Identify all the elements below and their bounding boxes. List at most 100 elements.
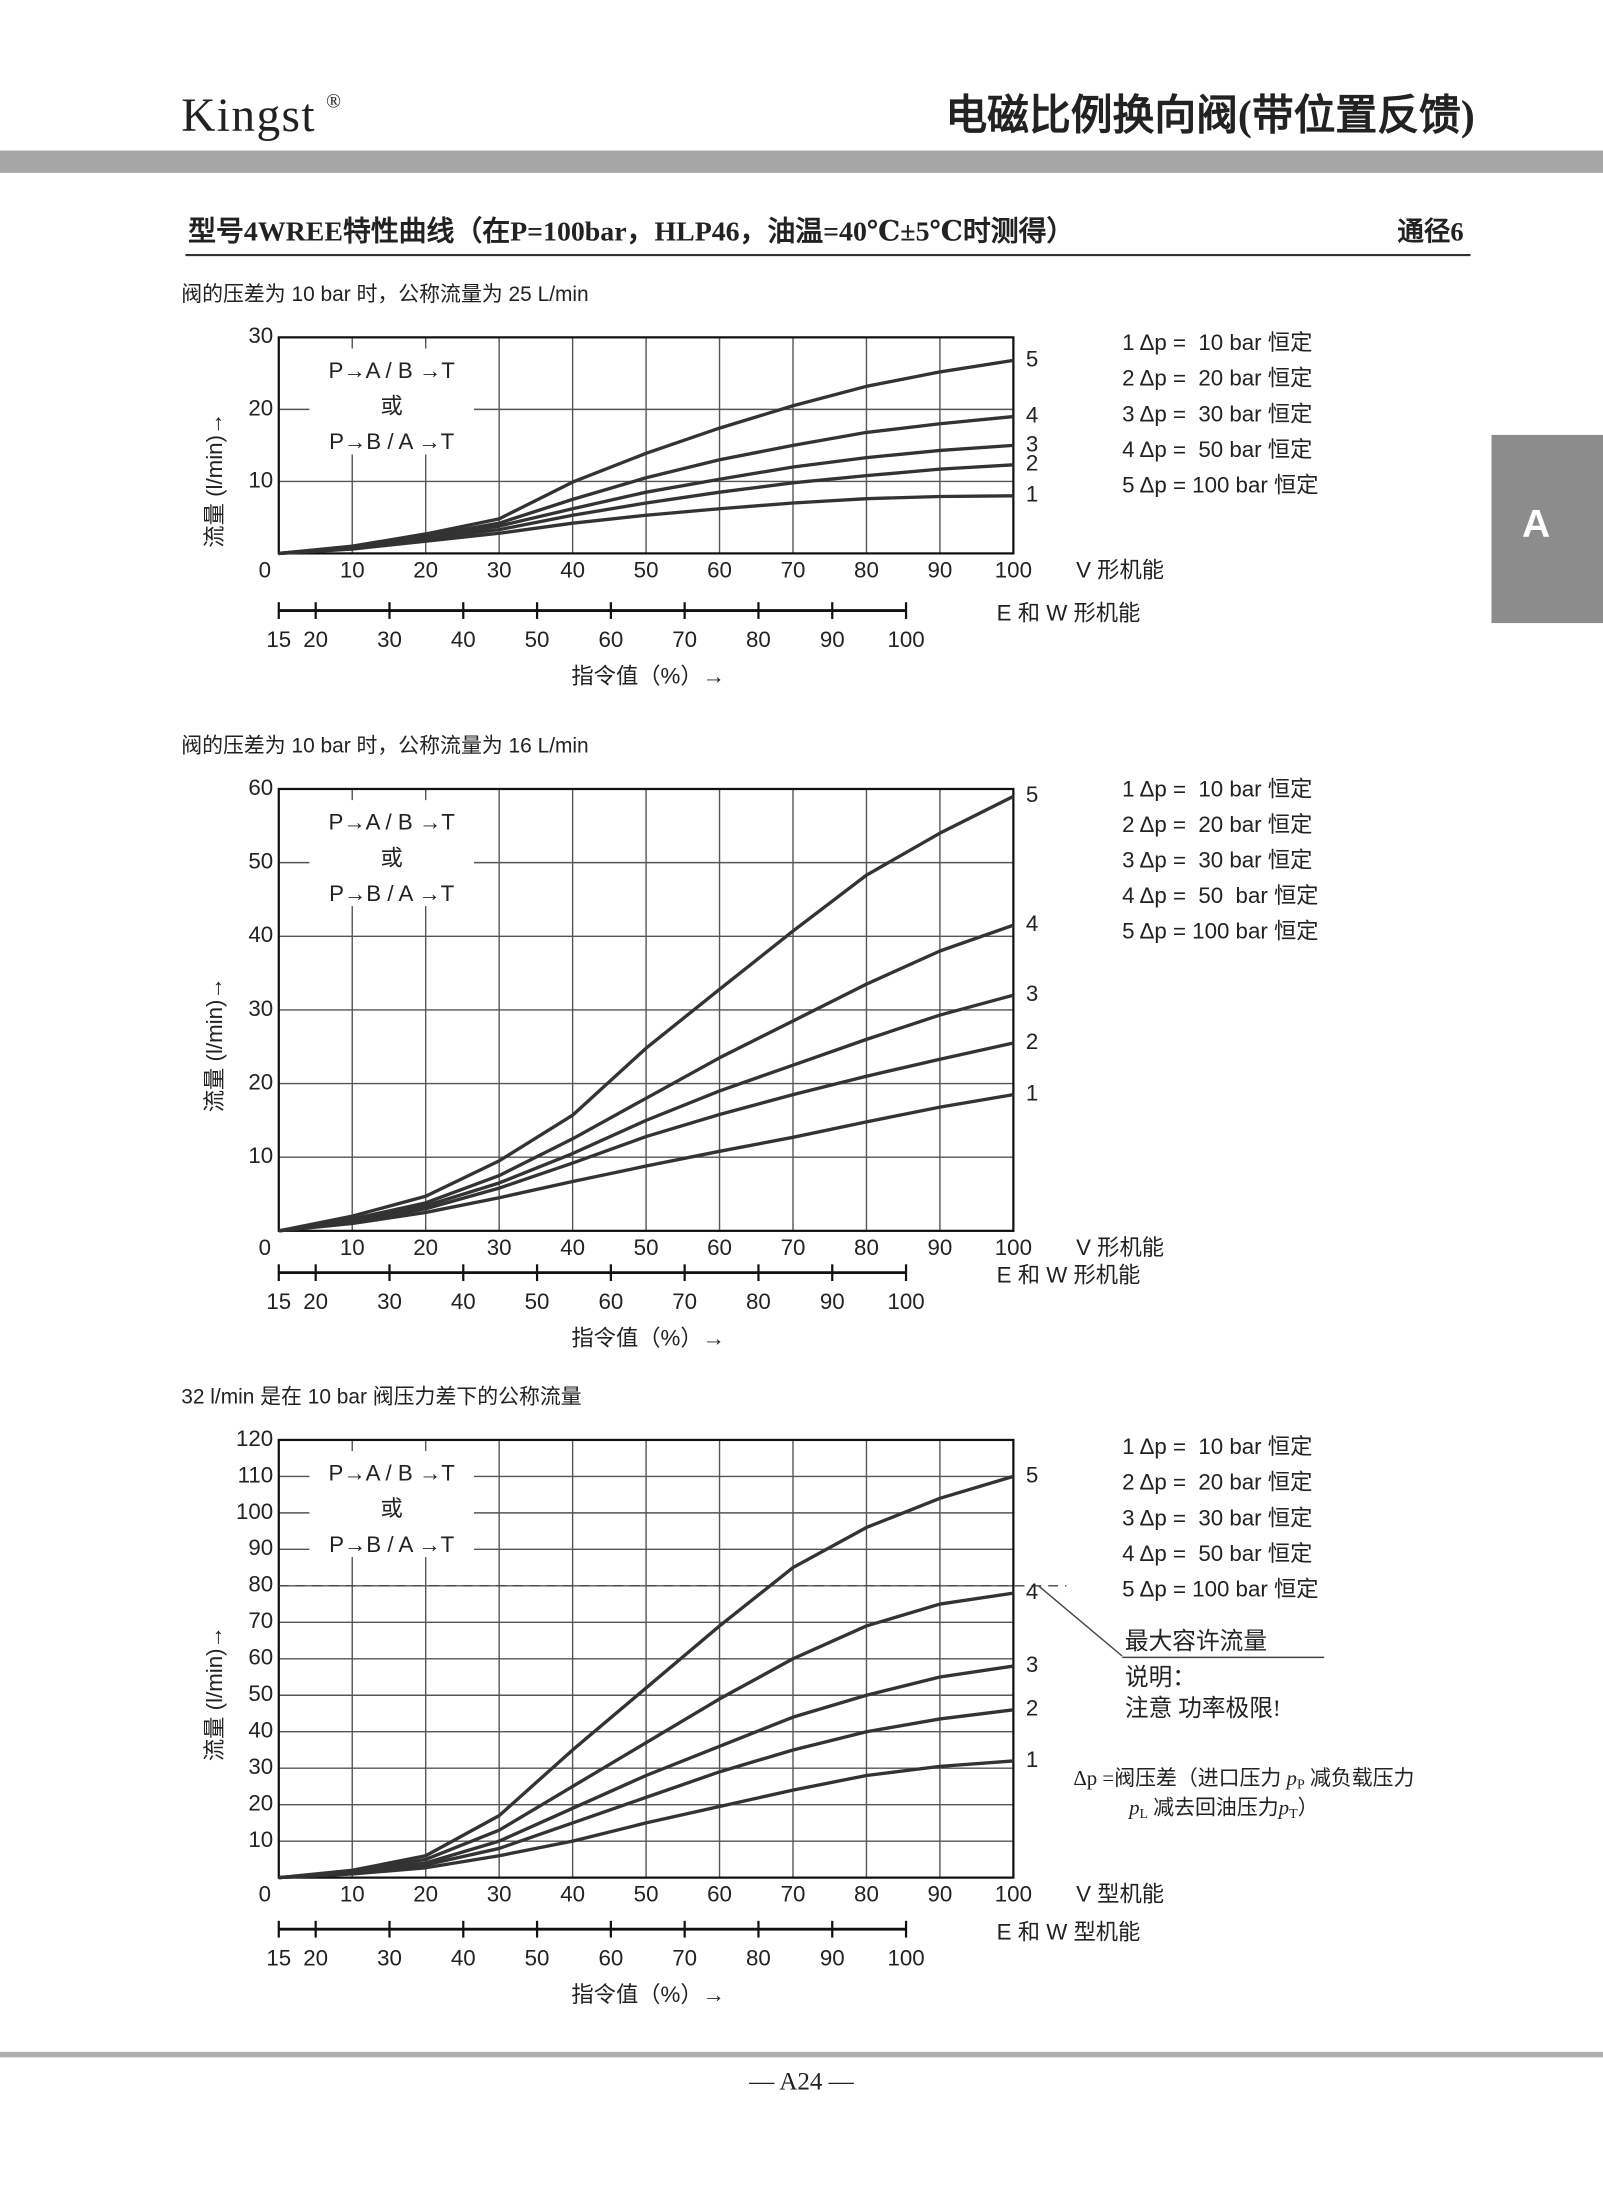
x2-tick-label: 20 xyxy=(303,1946,328,1971)
x2-axis-label: E 和 W 型机能 xyxy=(997,1919,1141,1944)
x-tick-label: 10 xyxy=(340,557,365,582)
x-tick-label: 10 xyxy=(340,1235,365,1260)
x-tick-label: 30 xyxy=(487,1235,512,1260)
x2-tick-label: 90 xyxy=(820,1289,845,1314)
y-tick-label: 0 xyxy=(259,1235,271,1260)
legend-entry: 5 Δp = 100 bar 恒定 xyxy=(1122,1576,1318,1601)
x2-tick-label: 30 xyxy=(377,1289,402,1314)
x-tick-label: 90 xyxy=(928,557,953,582)
x-tick-label: 40 xyxy=(560,557,585,582)
y-tick-label: 40 xyxy=(248,922,273,947)
definition-part: p xyxy=(1285,1766,1297,1790)
x2-tick-label: 70 xyxy=(672,627,697,652)
legend-entry: 3 Δp = 30 bar 恒定 xyxy=(1122,401,1312,426)
x2-axis-label: E 和 W 形机能 xyxy=(997,1263,1141,1288)
x-axis-label: V 形机能 xyxy=(1076,1235,1164,1260)
definition-part: 减去回油压力 xyxy=(1148,1795,1279,1819)
page-number: — A24 — xyxy=(748,2069,854,2096)
y-tick-label: 60 xyxy=(248,775,273,800)
x-axis-label: V 形机能 xyxy=(1076,557,1164,582)
note: 注意 功率极限! xyxy=(1125,1695,1281,1722)
curve xyxy=(278,1591,1014,1880)
y-tick-label: 80 xyxy=(248,1572,273,1597)
x2-tick-label: 15 xyxy=(266,1946,291,1971)
curve xyxy=(278,794,1015,1233)
legend-entry: 1 Δp = 10 bar 恒定 xyxy=(1122,330,1312,355)
x-tick-label: 60 xyxy=(707,1235,732,1260)
x-tick-label: 100 xyxy=(995,1235,1032,1260)
inset-text: P→A / B →T xyxy=(328,810,455,835)
x-tick-label: 70 xyxy=(781,1882,806,1907)
y-tick-label: 60 xyxy=(248,1645,273,1670)
x-tick-label: 20 xyxy=(413,1235,438,1260)
legend-entry: 3 Δp = 30 bar 恒定 xyxy=(1122,1505,1312,1530)
y-tick-label: 30 xyxy=(248,996,273,1021)
legend-entry: 4 Δp = 50 bar 恒定 xyxy=(1122,883,1318,908)
chart-subtitle: 32 l/min 是在 10 bar 阀压力差下的公称流量 xyxy=(181,1386,581,1409)
curve-label: 4 xyxy=(1026,911,1038,936)
curve-label: 3 xyxy=(1026,1652,1038,1677)
x2-tick-label: 50 xyxy=(525,1946,550,1971)
y-tick-label: 10 xyxy=(248,467,273,492)
legend-entry: 4 Δp = 50 bar 恒定 xyxy=(1122,437,1312,462)
y-tick-label: 0 xyxy=(259,557,271,582)
curve-label: 1 xyxy=(1026,1747,1038,1772)
definition-part: p xyxy=(1277,1795,1289,1819)
x-tick-label: 60 xyxy=(707,557,732,582)
x-tick-label: 30 xyxy=(487,1882,512,1907)
curve-label: 4 xyxy=(1026,402,1038,427)
plot-frame xyxy=(277,1438,1015,1879)
inset-text: P→B / A →T xyxy=(329,429,455,454)
x-tick-label: 80 xyxy=(854,557,879,582)
x-tick-label: 100 xyxy=(995,1882,1032,1907)
x2-tick-label: 15 xyxy=(266,1289,291,1314)
side-tab[interactable] xyxy=(1491,434,1603,624)
x2-tick-label: 50 xyxy=(525,627,550,652)
y-axis-label: 流量 (l/min)→ xyxy=(202,1626,227,1761)
y-tick-label: 110 xyxy=(238,1462,274,1487)
x2-tick-label: 60 xyxy=(598,1289,623,1314)
definition-part: L xyxy=(1140,1807,1149,1822)
y-tick-label: 30 xyxy=(248,323,273,348)
side-tab-label[interactable]: A xyxy=(1522,503,1550,546)
section-size: 通径6 xyxy=(1397,216,1463,246)
x-tick-label: 40 xyxy=(560,1882,585,1907)
y-axis-label: 流量 (l/min)→ xyxy=(202,413,227,548)
x-tick-label: 90 xyxy=(928,1235,953,1260)
x2-tick-label: 80 xyxy=(746,1946,771,1971)
legend-entry: 1 Δp = 10 bar 恒定 xyxy=(1122,776,1312,801)
curve xyxy=(278,1664,1014,1880)
x2-tick-label: 40 xyxy=(451,627,476,652)
y-tick-label: 10 xyxy=(248,1143,273,1168)
x-axis-label: V 型机能 xyxy=(1076,1882,1164,1907)
definition-part: P xyxy=(1297,1778,1305,1793)
x2-tick-label: 60 xyxy=(598,1946,623,1971)
inset-box xyxy=(309,1451,474,1558)
legend-entry: 4 Δp = 50 bar 恒定 xyxy=(1122,1541,1312,1566)
section-title: 型号4WREE特性曲线（在P=100bar，HLP46，油温=40℃±5℃时测得… xyxy=(188,215,1074,248)
command-label: 指令值（%）→ xyxy=(571,1325,725,1350)
y-tick-label: 120 xyxy=(236,1426,273,1451)
y-tick-label: 20 xyxy=(248,1069,273,1094)
y-tick-label: 40 xyxy=(248,1718,273,1743)
curve-label: 5 xyxy=(1026,346,1038,371)
x-tick-label: 70 xyxy=(781,557,806,582)
y-tick-label: 20 xyxy=(248,395,273,420)
x-tick-label: 50 xyxy=(634,1235,659,1260)
inset-box xyxy=(309,800,474,907)
x-tick-label: 70 xyxy=(781,1235,806,1260)
header-bar xyxy=(0,150,1603,173)
inset-text: P→B / A →T xyxy=(329,881,455,906)
x2-tick-label: 100 xyxy=(887,627,924,652)
plot-frame xyxy=(277,787,1015,1232)
x2-tick-label: 90 xyxy=(820,1946,845,1971)
curve xyxy=(278,923,1014,1233)
curve-label: 1 xyxy=(1026,482,1038,507)
definition: Δp =阀压差（进口压力 pP 减负载压力 xyxy=(1073,1766,1414,1793)
curve xyxy=(278,1092,1014,1233)
y-tick-label: 50 xyxy=(248,1681,273,1706)
definition-part: T xyxy=(1289,1807,1298,1822)
definition-part: Δp =阀压差（进口压力 xyxy=(1073,1766,1286,1790)
x-tick-label: 50 xyxy=(634,1882,659,1907)
